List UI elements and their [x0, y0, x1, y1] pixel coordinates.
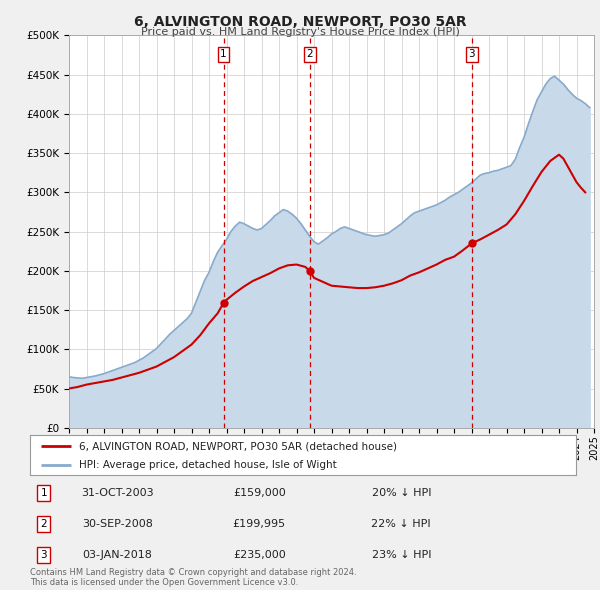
Text: 23% ↓ HPI: 23% ↓ HPI	[371, 550, 431, 559]
Text: 30-SEP-2008: 30-SEP-2008	[82, 519, 153, 529]
Text: 6, ALVINGTON ROAD, NEWPORT, PO30 5AR: 6, ALVINGTON ROAD, NEWPORT, PO30 5AR	[134, 15, 466, 29]
Text: 2: 2	[40, 519, 47, 529]
Text: Contains HM Land Registry data © Crown copyright and database right 2024.
This d: Contains HM Land Registry data © Crown c…	[30, 568, 356, 587]
Text: 22% ↓ HPI: 22% ↓ HPI	[371, 519, 431, 529]
Text: 1: 1	[40, 489, 47, 498]
Text: 3: 3	[469, 49, 475, 59]
Text: 31-OCT-2003: 31-OCT-2003	[81, 489, 154, 498]
Text: 1: 1	[220, 49, 227, 59]
Text: 2: 2	[307, 49, 313, 59]
Text: Price paid vs. HM Land Registry's House Price Index (HPI): Price paid vs. HM Land Registry's House …	[140, 27, 460, 37]
Text: £159,000: £159,000	[233, 489, 286, 498]
Text: £199,995: £199,995	[233, 519, 286, 529]
Text: 6, ALVINGTON ROAD, NEWPORT, PO30 5AR (detached house): 6, ALVINGTON ROAD, NEWPORT, PO30 5AR (de…	[79, 441, 397, 451]
Text: 3: 3	[40, 550, 47, 559]
Text: HPI: Average price, detached house, Isle of Wight: HPI: Average price, detached house, Isle…	[79, 460, 337, 470]
Text: 20% ↓ HPI: 20% ↓ HPI	[371, 489, 431, 498]
Text: £235,000: £235,000	[233, 550, 286, 559]
Text: 03-JAN-2018: 03-JAN-2018	[82, 550, 152, 559]
